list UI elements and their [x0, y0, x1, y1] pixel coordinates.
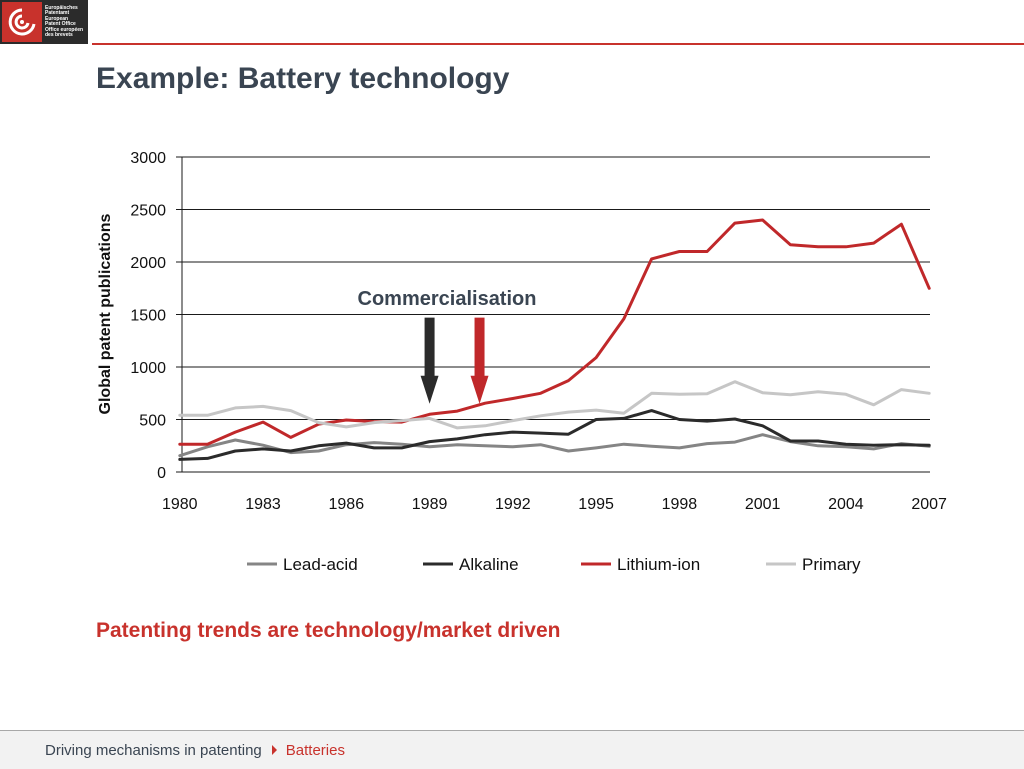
y-tick-label: 2500: [130, 203, 166, 220]
logo-line: Patent Office: [45, 21, 76, 27]
x-tick-label: 1998: [662, 496, 698, 513]
y-tick-label: 500: [139, 413, 166, 430]
legend-label: Primary: [802, 555, 861, 574]
y-tick-label: 0: [157, 465, 166, 482]
epo-logo-icon: [2, 2, 42, 42]
logo-line: Office européen: [45, 26, 84, 33]
header-rule: [92, 43, 1024, 45]
logo-line: Europäisches: [45, 4, 78, 11]
x-tick-label: 1995: [578, 496, 614, 513]
page-title: Example: Battery technology: [96, 62, 510, 95]
triangle-right-icon: [271, 745, 277, 755]
y-axis-label: Global patent publications: [97, 213, 114, 414]
x-tick-label: 1983: [245, 496, 281, 513]
breadcrumb-root[interactable]: Driving mechanisms in patenting: [45, 741, 262, 759]
x-tick-label: 1992: [495, 496, 531, 513]
y-tick-label: 1500: [130, 308, 166, 325]
series-line-alkaline: [178, 409, 931, 461]
series-line-primary: [178, 380, 931, 430]
x-tick-label: 1986: [329, 496, 365, 513]
arrow-down-icon: [420, 317, 439, 404]
epo-logo-text: Europäisches Patentamt European Patent O…: [45, 4, 84, 39]
series-line-lead-acid: [178, 433, 931, 458]
y-tick-label: 3000: [130, 150, 166, 167]
legend-label: Lithium-ion: [617, 555, 700, 574]
logo-line: European: [45, 15, 69, 22]
breadcrumb-current[interactable]: Batteries: [285, 741, 345, 759]
y-tick-label: 1000: [130, 360, 166, 377]
logo-line: des brevets: [45, 32, 73, 38]
legend-label: Alkaline: [459, 555, 519, 574]
epo-logo: Europäisches Patentamt European Patent O…: [0, 0, 88, 44]
patent-publications-chart: 0 500 1000 1500 2000 2500 3000 1980 1983 1986 1989…: [97, 150, 947, 574]
y-tick-label: 2000: [130, 255, 166, 272]
subheading: Patenting trends are technology/market d…: [96, 619, 561, 642]
legend-label: Lead-acid: [283, 555, 358, 574]
x-tick-label: 2007: [911, 496, 947, 513]
x-tick-label: 2004: [828, 496, 864, 513]
x-tick-label: 1980: [162, 496, 198, 513]
commercialisation-label: Commercialisation: [358, 288, 537, 310]
x-tick-label: 1989: [412, 496, 448, 513]
footer-bar: Driving mechanisms in patenting Batterie…: [0, 730, 1024, 769]
logo-line: Patentamt: [45, 10, 70, 16]
arrow-down-icon: [470, 317, 489, 404]
x-tick-label: 2001: [745, 496, 781, 513]
series-line-lithium-ion: [178, 218, 931, 446]
